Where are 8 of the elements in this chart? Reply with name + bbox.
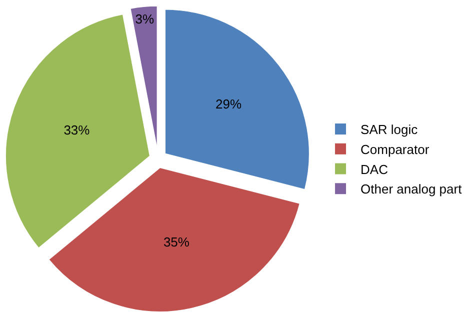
legend-label: SAR logic (360, 122, 418, 138)
data-label: 33% (64, 122, 90, 138)
legend-label: Other analog part (360, 182, 462, 197)
legend-label: DAC (360, 162, 388, 177)
data-label: 3% (135, 11, 154, 26)
legend-label: Comparator (360, 142, 430, 157)
data-label: 35% (163, 234, 190, 250)
data-label: 29% (216, 96, 242, 112)
